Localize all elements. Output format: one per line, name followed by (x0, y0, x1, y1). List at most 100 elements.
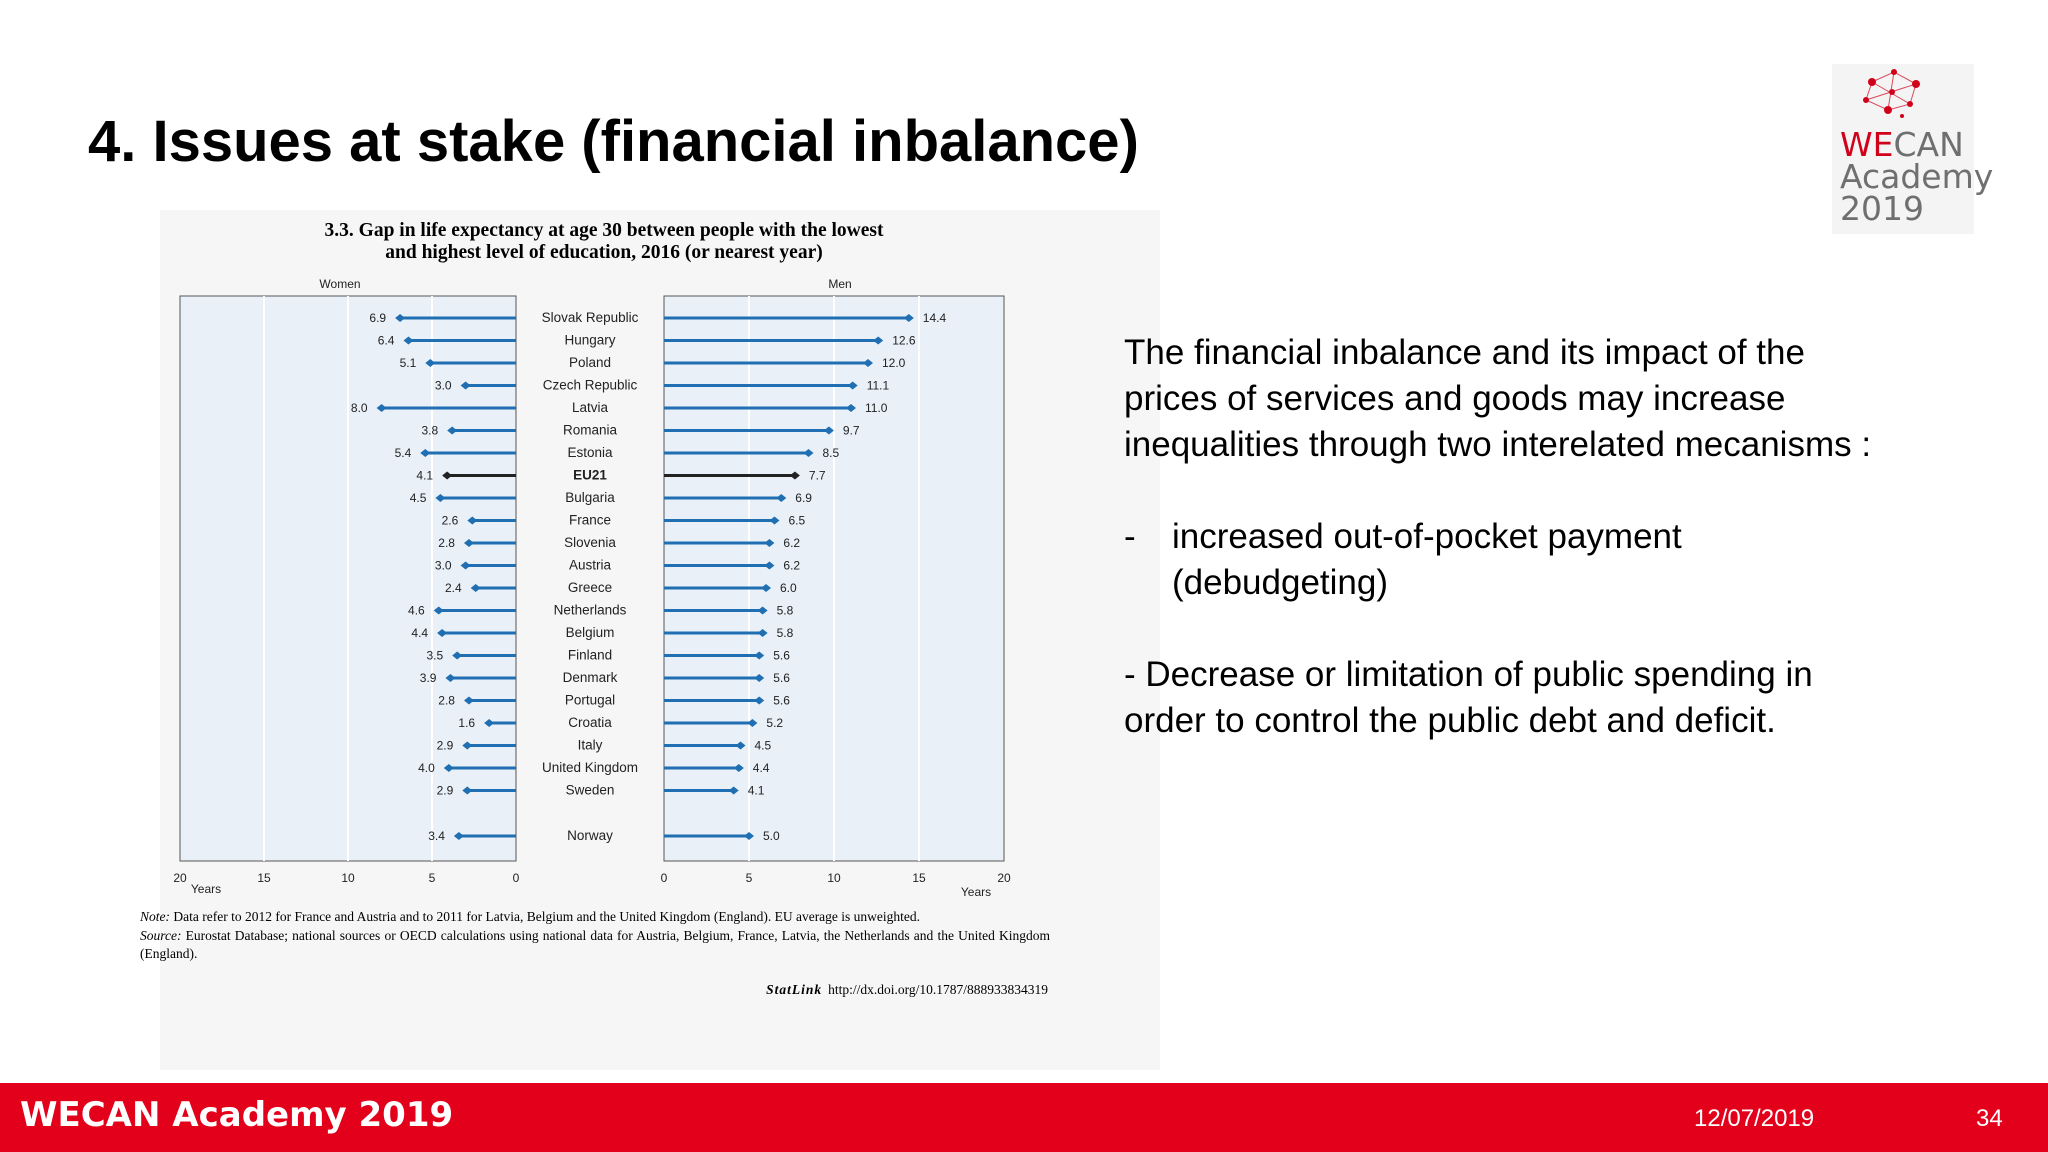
bullet-item: - increased out-of-pocket payment (debud… (1124, 517, 1682, 602)
men-marker (757, 629, 768, 637)
category-label: Czech Republic (543, 378, 638, 393)
category-label: Croatia (568, 715, 612, 730)
men-marker (863, 359, 873, 367)
footer-brand: WECAN Academy 2019 (20, 1095, 454, 1135)
women-value-label: 3.0 (435, 559, 452, 573)
men-marker (757, 606, 768, 615)
category-label: Greece (568, 580, 612, 595)
men-marker (823, 426, 834, 435)
women-marker (433, 606, 444, 615)
women-value-label: 4.0 (418, 761, 435, 775)
tick-label-men: 15 (912, 871, 926, 885)
men-value-label: 4.4 (753, 761, 770, 775)
women-value-label: 4.4 (411, 626, 428, 640)
category-label: EU21 (573, 468, 607, 483)
women-value-label: 3.8 (421, 424, 438, 438)
men-value-label: 5.6 (773, 694, 790, 708)
men-marker (803, 449, 814, 457)
category-label: Bulgaria (565, 490, 615, 505)
women-value-label: 2.8 (438, 536, 455, 550)
tick-label-men: 20 (997, 871, 1011, 885)
axis-label-men: Years (961, 885, 991, 899)
tick-label-men: 5 (746, 871, 753, 885)
category-label: Sweden (566, 783, 615, 798)
women-value-label: 2.4 (445, 581, 462, 595)
men-marker (733, 764, 744, 772)
women-value-label: 8.0 (351, 401, 368, 415)
women-value-label: 4.5 (410, 491, 427, 505)
bullet-item-2: - Decrease or limitation of public spend… (1124, 655, 1813, 740)
axis-label-women: Years (191, 882, 221, 896)
women-value-label: 1.6 (458, 716, 475, 730)
men-value-label: 7.7 (809, 469, 826, 483)
panel-title-women: Women (319, 277, 360, 291)
women-value-label: 3.9 (420, 671, 437, 685)
category-label: Belgium (566, 625, 615, 640)
men-marker (754, 696, 765, 705)
women-marker (403, 336, 414, 345)
tick-label-women: 10 (341, 871, 355, 885)
footer-date: 12/07/2019 (1694, 1105, 1815, 1132)
category-label: Denmark (563, 670, 618, 685)
women-marker (452, 651, 463, 660)
women-value-label: 5.4 (395, 446, 412, 460)
women-marker (442, 471, 453, 480)
men-value-label: 9.7 (843, 424, 860, 438)
logo-wordmark: WECAN (1840, 125, 1964, 164)
men-value-label: 11.0 (865, 401, 888, 415)
women-marker (462, 741, 473, 750)
tick-label-women: 20 (173, 871, 187, 885)
tick-label-women: 15 (257, 871, 271, 885)
men-value-label: 5.8 (777, 626, 794, 640)
women-marker (395, 314, 406, 322)
women-marker (437, 629, 448, 637)
women-marker (460, 381, 471, 390)
women-value-label: 2.8 (438, 694, 455, 708)
women-value-label: 6.9 (369, 311, 386, 325)
category-label: Netherlands (554, 603, 627, 618)
men-marker (754, 651, 765, 660)
men-marker (744, 832, 754, 840)
category-label: Slovenia (564, 535, 616, 550)
men-marker (847, 381, 858, 390)
men-marker (747, 719, 758, 727)
men-value-label: 5.6 (773, 649, 790, 663)
women-marker (453, 832, 464, 840)
men-value-label: 11.1 (867, 379, 890, 393)
men-value-label: 4.5 (755, 739, 772, 753)
men-marker (846, 404, 856, 412)
women-marker (447, 426, 458, 435)
category-label: Hungary (564, 333, 615, 348)
figure-title: 3.3. Gap in life expectancy at age 30 be… (324, 220, 884, 263)
category-label: Slovak Republic (542, 310, 639, 325)
men-value-label: 6.5 (789, 514, 806, 528)
women-value-label: 4.1 (416, 469, 433, 483)
women-marker (460, 561, 471, 570)
life-expectancy-chart: 0 0 5 5 10 10 15 15 20 20 Years Years Women Men Slovak… (173, 277, 1011, 899)
women-marker (425, 359, 436, 367)
men-value-label: 6.2 (783, 559, 800, 573)
women-value-label: 2.6 (442, 514, 459, 528)
men-marker (903, 314, 914, 322)
category-label: Italy (578, 738, 603, 753)
category-label: France (569, 513, 611, 528)
men-marker (776, 494, 787, 502)
footer-bar: WECAN Academy 2019 12/07/2019 34 (0, 1083, 2048, 1152)
men-value-label: 14.4 (923, 311, 947, 325)
intro-paragraph: The financial inbalance and its impact o… (1124, 333, 1872, 464)
men-value-label: 6.0 (780, 581, 797, 595)
women-value-label: 6.4 (378, 334, 395, 348)
men-marker (873, 336, 884, 345)
figure-note: Note: Data refer to 2012 for France and … (140, 909, 1050, 961)
women-marker (463, 539, 474, 547)
women-marker (467, 516, 478, 525)
women-value-label: 3.0 (435, 379, 452, 393)
men-marker (789, 471, 800, 480)
women-value-label: 3.4 (428, 829, 445, 843)
statlink[interactable]: StatLink http://dx.doi.org/10.1787/888933… (766, 982, 1048, 997)
wecan-logo: WECAN Academy 2019 (1832, 64, 1993, 234)
slide-title: 4. Issues at stake (financial inbalance) (88, 109, 1139, 174)
women-marker (435, 494, 446, 502)
men-marker (769, 516, 780, 525)
women-marker (462, 786, 473, 795)
